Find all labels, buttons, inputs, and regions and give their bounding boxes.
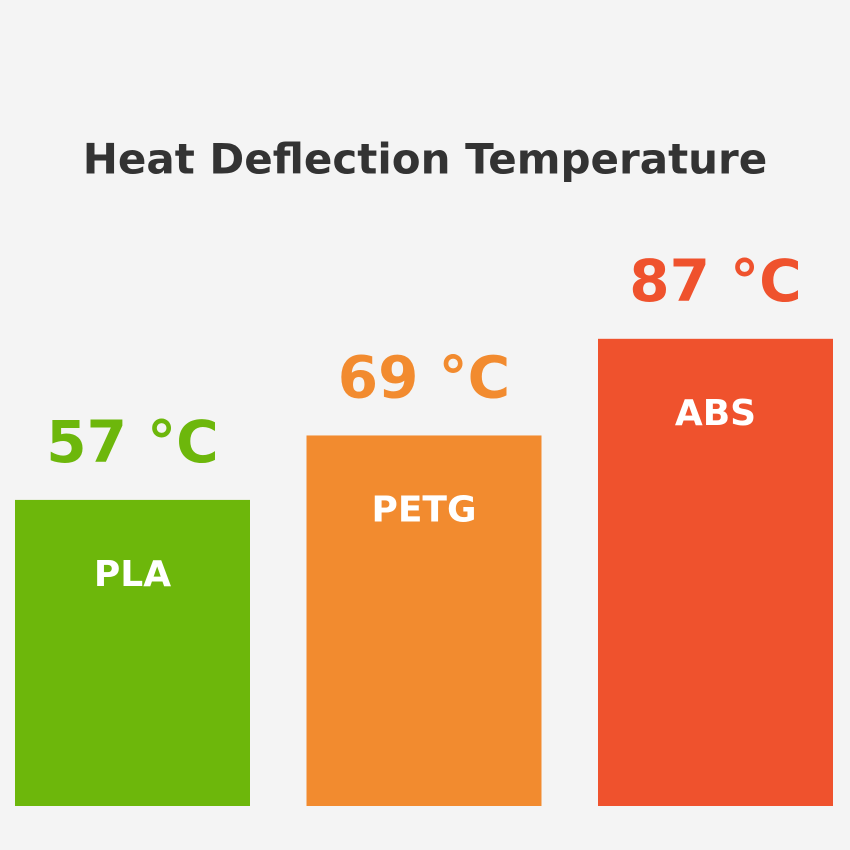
bar bbox=[598, 338, 833, 806]
value-label: 87 °C bbox=[629, 247, 801, 315]
bar bbox=[306, 435, 542, 806]
category-label: PETG bbox=[371, 489, 476, 530]
category-label: PLA bbox=[94, 554, 171, 595]
chart-title: Heat Deflection Temperature bbox=[83, 135, 768, 184]
value-label: 69 °C bbox=[338, 344, 510, 412]
value-label: 57 °C bbox=[46, 408, 218, 476]
category-label: ABS bbox=[675, 393, 756, 434]
bar bbox=[15, 499, 250, 806]
